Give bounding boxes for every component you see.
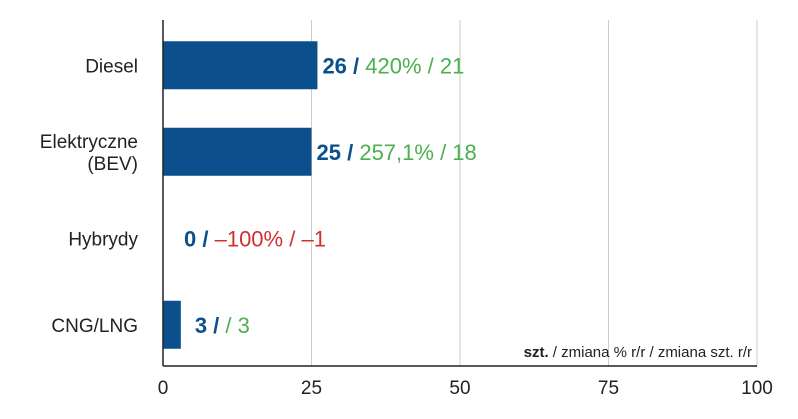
category-label: Diesel	[85, 56, 138, 77]
unit-note-rest: / zmiana % r/r / zmiana szt. r/r	[549, 344, 752, 361]
unit-note: szt. / zmiana % r/r / zmiana szt. r/r	[524, 344, 752, 361]
value-label: 3 / / 3	[195, 313, 250, 338]
gridlines	[311, 20, 758, 366]
value-label-separator: /	[283, 226, 301, 251]
category-label: Hybrydy	[68, 229, 138, 250]
bar	[163, 41, 318, 90]
value-label-separator: /	[207, 313, 225, 338]
value-label-separator: /	[225, 313, 237, 338]
tick-labels: 0 25 50 75 100	[158, 378, 773, 399]
value-label-pct: 257,1%	[359, 140, 434, 165]
value-label: 25 / 257,1% / 18	[317, 140, 477, 165]
value-label-delta: 21	[440, 53, 464, 78]
bar	[163, 127, 312, 176]
x-tick-label: 50	[449, 378, 470, 399]
value-label: 0 / –100% / –1	[184, 226, 326, 251]
value-label-separator: /	[196, 226, 214, 251]
category-label-line: Elektryczne	[40, 132, 138, 153]
axes	[162, 20, 757, 367]
value-label-pct: –100%	[215, 226, 284, 251]
category-label-line: (BEV)	[87, 154, 138, 175]
value-label-separator: /	[422, 53, 440, 78]
value-labels: 26 / 420% / 21 25 / 257,1% / 18 0 / –100% …	[184, 53, 477, 338]
x-tick-label: 0	[158, 378, 169, 399]
value-label-units: 26	[322, 53, 346, 78]
value-label: 26 / 420% / 21	[322, 53, 464, 78]
value-label-delta: 18	[452, 140, 476, 165]
x-tick-label: 100	[741, 378, 773, 399]
value-label-separator: /	[347, 53, 365, 78]
bars	[163, 41, 318, 349]
value-label-units: 3	[195, 313, 207, 338]
category-label-line: Diesel	[85, 56, 138, 77]
value-label-separator: /	[434, 140, 452, 165]
bar	[163, 300, 181, 349]
category-labels: Diesel Elektryczne (BEV) Hybrydy CNG/LNG	[40, 56, 139, 337]
category-label: CNG/LNG	[51, 316, 138, 337]
category-label: Elektryczne (BEV)	[40, 132, 138, 175]
x-tick-label: 75	[598, 378, 619, 399]
value-label-delta: 3	[238, 313, 250, 338]
value-label-units: 0	[184, 226, 196, 251]
value-label-delta: –1	[301, 226, 325, 251]
unit-note-bold: szt.	[524, 344, 549, 361]
value-label-units: 25	[317, 140, 341, 165]
category-label-line: CNG/LNG	[51, 316, 138, 337]
value-label-pct: 420%	[365, 53, 421, 78]
category-label-line: Hybrydy	[68, 229, 138, 250]
value-label-separator: /	[341, 140, 359, 165]
x-tick-label: 25	[301, 378, 322, 399]
